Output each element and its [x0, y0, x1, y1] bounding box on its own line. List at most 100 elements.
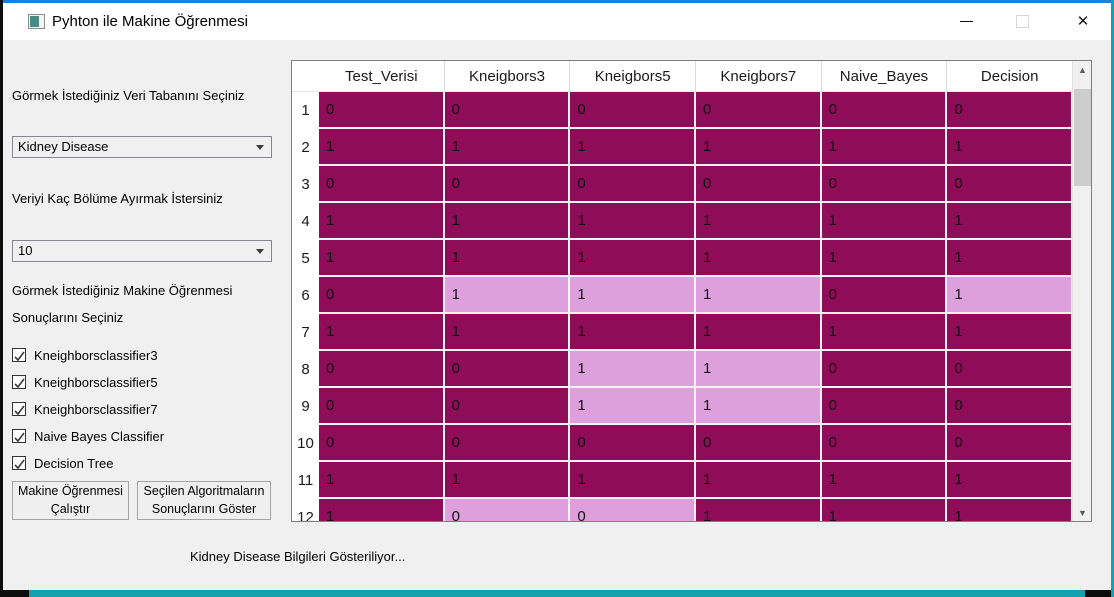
- database-dropdown[interactable]: Kidney Disease: [12, 136, 272, 158]
- checkbox-decision-tree[interactable]: Decision Tree: [12, 455, 113, 471]
- table-cell[interactable]: 0: [570, 92, 696, 129]
- table-cell[interactable]: 0: [444, 499, 571, 521]
- scroll-up-icon[interactable]: ▲: [1078, 64, 1087, 75]
- table-cell[interactable]: 0: [821, 92, 948, 129]
- app-icon: [28, 14, 45, 29]
- table-cell[interactable]: 0: [570, 166, 696, 203]
- table-cell[interactable]: 1: [570, 240, 696, 277]
- table-cell[interactable]: 1: [947, 240, 1073, 277]
- table-cell[interactable]: 0: [444, 388, 571, 425]
- checkbox-kneighbors3[interactable]: Kneighborsclassifier3: [12, 347, 158, 363]
- table-cell[interactable]: 1: [821, 129, 948, 166]
- table-cell[interactable]: 1: [695, 351, 822, 388]
- table-cell[interactable]: 1: [947, 462, 1073, 499]
- checkbox-kneighbors7[interactable]: Kneighborsclassifier7: [12, 401, 158, 417]
- table-cell[interactable]: 0: [444, 166, 571, 203]
- checkbox-naive-bayes[interactable]: Naive Bayes Classifier: [12, 428, 164, 444]
- table-cell[interactable]: 1: [444, 129, 571, 166]
- table-cell[interactable]: 1: [319, 499, 445, 521]
- column-header[interactable]: Kneigbors3: [444, 61, 571, 92]
- table-cell[interactable]: 1: [821, 314, 948, 351]
- table-cell[interactable]: 0: [821, 388, 948, 425]
- table-cell[interactable]: 0: [695, 166, 822, 203]
- table-cell[interactable]: 1: [695, 203, 822, 240]
- table-cell[interactable]: 1: [695, 499, 822, 521]
- table-cell[interactable]: 1: [947, 129, 1073, 166]
- column-header[interactable]: Test_Verisi: [319, 61, 445, 92]
- table-cell[interactable]: 1: [821, 499, 948, 521]
- close-button[interactable]: ✕: [1060, 3, 1106, 40]
- table-cell[interactable]: 0: [947, 425, 1073, 462]
- table-cell[interactable]: 0: [821, 277, 948, 314]
- table-cell[interactable]: 0: [444, 351, 571, 388]
- table-cell[interactable]: 1: [947, 314, 1073, 351]
- table-cell[interactable]: 1: [570, 277, 696, 314]
- table-cell[interactable]: 0: [821, 425, 948, 462]
- column-header[interactable]: Decision: [947, 61, 1073, 92]
- run-ml-button-line2: Çalıştır: [50, 501, 91, 516]
- table-cell[interactable]: 1: [444, 277, 571, 314]
- table-cell[interactable]: 1: [947, 203, 1073, 240]
- table-cell[interactable]: 0: [695, 425, 822, 462]
- table-cell[interactable]: 0: [444, 92, 571, 129]
- show-results-button[interactable]: Seçilen Algoritmaların Sonuçlarını Göste…: [137, 481, 271, 520]
- table-cell[interactable]: 0: [319, 351, 445, 388]
- table-cell[interactable]: 1: [695, 240, 822, 277]
- table-cell[interactable]: 0: [319, 92, 445, 129]
- table-cell[interactable]: 0: [821, 166, 948, 203]
- scrollbar-thumb[interactable]: [1074, 89, 1091, 186]
- title-bar[interactable]: Pyhton ile Makine Öğrenmesi ✕: [3, 3, 1111, 40]
- row-number: 4: [292, 203, 319, 240]
- row-number: 1: [292, 92, 319, 129]
- table-cell[interactable]: 1: [695, 314, 822, 351]
- table-cell[interactable]: 0: [444, 425, 571, 462]
- run-ml-button-line1: Makine Öğrenmesi: [18, 484, 123, 498]
- table-cell[interactable]: 0: [821, 351, 948, 388]
- table-cell[interactable]: 0: [319, 425, 445, 462]
- table-cell[interactable]: 0: [319, 388, 445, 425]
- table-cell[interactable]: 0: [570, 499, 696, 521]
- table-cell[interactable]: 1: [821, 203, 948, 240]
- table-cell[interactable]: 1: [695, 129, 822, 166]
- table-cell[interactable]: 1: [444, 240, 571, 277]
- table-cell[interactable]: 0: [319, 277, 445, 314]
- table-cell[interactable]: 1: [570, 388, 696, 425]
- split-count-dropdown[interactable]: 10: [12, 240, 272, 262]
- table-cell[interactable]: 1: [444, 314, 571, 351]
- table-cell[interactable]: 0: [947, 351, 1073, 388]
- table-cell[interactable]: 0: [695, 92, 822, 129]
- table-cell[interactable]: 1: [570, 462, 696, 499]
- table-cell[interactable]: 0: [947, 388, 1073, 425]
- table-cell[interactable]: 1: [319, 314, 445, 351]
- maximize-button[interactable]: [999, 3, 1045, 40]
- column-header[interactable]: Kneigbors5: [570, 61, 696, 92]
- table-cell[interactable]: 0: [947, 92, 1073, 129]
- checkbox-kneighbors5[interactable]: Kneighborsclassifier5: [12, 374, 158, 390]
- table-cell[interactable]: 1: [695, 462, 822, 499]
- column-header[interactable]: Naive_Bayes: [821, 61, 948, 92]
- table-cell[interactable]: 0: [947, 166, 1073, 203]
- table-cell[interactable]: 1: [444, 203, 571, 240]
- table-cell[interactable]: 1: [319, 240, 445, 277]
- table-cell[interactable]: 1: [319, 462, 445, 499]
- table-cell[interactable]: 1: [947, 277, 1073, 314]
- minimize-button[interactable]: [943, 3, 989, 40]
- table-cell[interactable]: 1: [570, 203, 696, 240]
- table-cell[interactable]: 1: [319, 203, 445, 240]
- table-cell[interactable]: 1: [695, 388, 822, 425]
- table-cell[interactable]: 1: [947, 499, 1073, 521]
- table-cell[interactable]: 1: [695, 277, 822, 314]
- table-cell[interactable]: 1: [319, 129, 445, 166]
- table-cell[interactable]: 1: [821, 240, 948, 277]
- vertical-scrollbar[interactable]: ▲ ▼: [1072, 61, 1091, 521]
- table-cell[interactable]: 0: [319, 166, 445, 203]
- run-ml-button[interactable]: Makine Öğrenmesi Çalıştır: [12, 481, 129, 520]
- table-cell[interactable]: 1: [821, 462, 948, 499]
- table-cell[interactable]: 1: [570, 129, 696, 166]
- table-cell[interactable]: 1: [444, 462, 571, 499]
- scroll-down-icon[interactable]: ▼: [1078, 507, 1087, 518]
- table-cell[interactable]: 1: [570, 314, 696, 351]
- column-header[interactable]: Kneigbors7: [695, 61, 822, 92]
- table-cell[interactable]: 0: [570, 425, 696, 462]
- table-cell[interactable]: 1: [570, 351, 696, 388]
